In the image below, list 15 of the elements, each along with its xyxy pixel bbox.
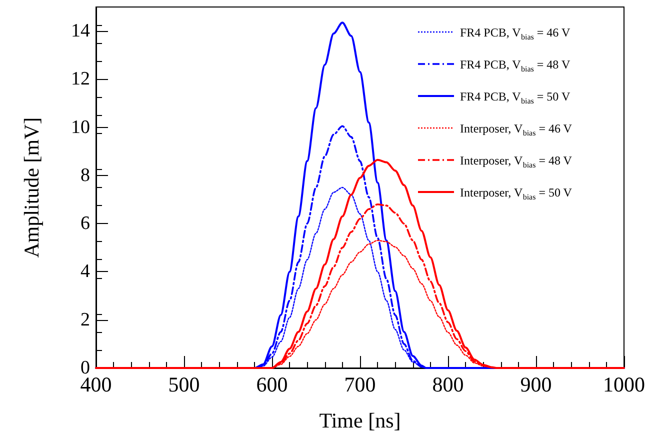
y-tick-label: 8 bbox=[80, 164, 90, 186]
x-tick-label: 700 bbox=[344, 372, 376, 396]
y-tick-label: 12 bbox=[71, 68, 90, 90]
x-tick-label: 1000 bbox=[603, 372, 645, 396]
y-axis-title: Amplitude [mV] bbox=[20, 117, 44, 258]
y-tick-label: 10 bbox=[71, 116, 90, 138]
x-axis-title: Time [ns] bbox=[319, 408, 401, 432]
y-tick-label: 4 bbox=[80, 261, 90, 282]
y-tick-label: 2 bbox=[80, 309, 90, 330]
y-tick-label: 14 bbox=[71, 20, 90, 42]
y-tick-label: 6 bbox=[80, 213, 90, 234]
x-tick-label: 900 bbox=[520, 372, 552, 396]
x-tick-label: 800 bbox=[432, 372, 464, 396]
x-tick-label: 600 bbox=[256, 372, 288, 396]
x-tick-label: 500 bbox=[168, 372, 200, 396]
